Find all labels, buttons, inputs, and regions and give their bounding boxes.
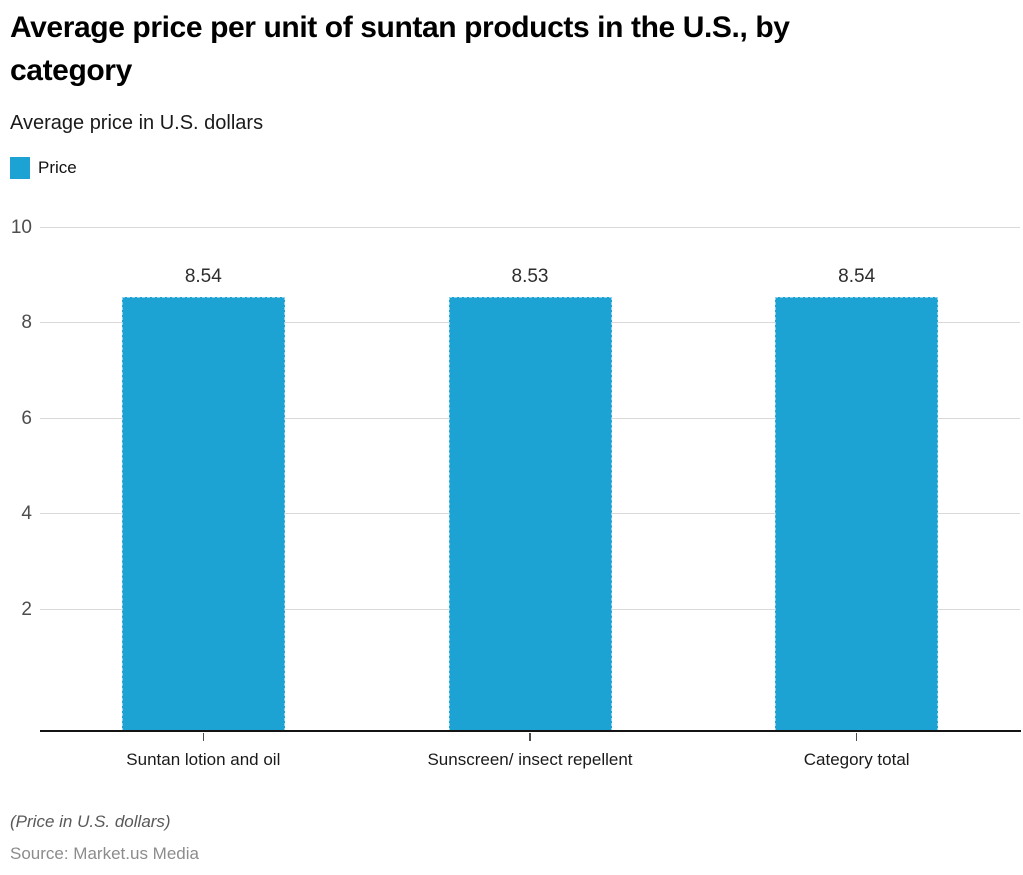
legend-label: Price [38, 158, 77, 177]
chart-title-line-1: Average price per unit of suntan product… [10, 11, 790, 44]
category-label-category-total: Category total [803, 750, 910, 769]
y-axis-tick-label-10: 10 [10, 216, 32, 238]
x-axis-tick-suntan-lotion-and-oil [202, 733, 205, 741]
x-axis-line [40, 729, 1021, 732]
chart-subtitle: Average price in U.S. dollars [10, 112, 264, 134]
y-axis-tick-label-8: 8 [21, 312, 32, 334]
legend: Price [10, 157, 77, 179]
bar-sunscreen-insect-repellent [448, 297, 612, 731]
category-label-sunscreen-insect-repellent: Sunscreen/ insect repellent [427, 750, 633, 769]
value-label-category-total: 8.54 [838, 265, 876, 287]
value-label-suntan-lotion-and-oil: 8.54 [184, 265, 222, 287]
source-credit: Source: Market.us Media [10, 844, 199, 863]
bar-suntan-lotion-and-oil [121, 296, 285, 731]
category-label-suntan-lotion-and-oil: Suntan lotion and oil [126, 750, 281, 769]
legend-swatch-icon [10, 157, 30, 179]
value-label-sunscreen-insect-repellent: 8.53 [511, 266, 549, 288]
y-axis-tick-label-6: 6 [21, 407, 32, 429]
x-axis-tick-sunscreen-insect-repellent [529, 733, 531, 741]
footer-note: (Price in U.S. dollars) [10, 812, 171, 831]
chart-title-line-2: category [10, 54, 132, 87]
y-axis-tick-label-2: 2 [21, 598, 32, 620]
x-axis-tick-category-total [855, 733, 858, 741]
bar-category-total [775, 296, 939, 731]
y-axis-tick-label-4: 4 [21, 503, 32, 525]
gridline-10 [40, 226, 1020, 228]
